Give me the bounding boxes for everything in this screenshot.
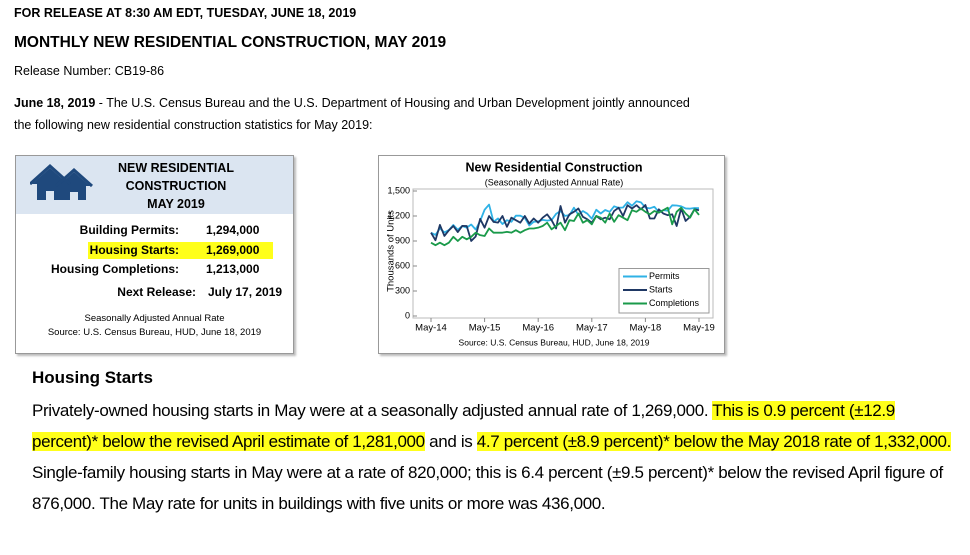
row-value: 1,269,000 [206, 242, 260, 257]
release-number: Release Number: CB19-86 [14, 64, 165, 78]
next-release-value: July 17, 2019 [208, 285, 283, 299]
series-line [430, 206, 700, 247]
row-label: Housing Completions: [51, 262, 179, 276]
houses-icon [30, 163, 93, 200]
paragraph-segment: Privately-owned housing starts in May we… [32, 401, 713, 420]
row-label: Building Permits: [79, 223, 179, 237]
chart-source: Source: U.S. Census Bureau, HUD, June 18… [459, 337, 650, 347]
x-tick-label: May-19 [683, 323, 715, 334]
paragraph-segment: Single-family housing starts in May were… [32, 463, 943, 513]
row-label: Housing Starts: [89, 242, 179, 257]
chart-subtitle: (Seasonally Adjusted Annual Rate) [485, 177, 624, 187]
x-tick-label: May-17 [576, 323, 608, 334]
box-title: CONSTRUCTION [125, 179, 227, 193]
summary-box: NEW RESIDENTIAL CONSTRUCTION MAY 2019 Bu… [15, 155, 294, 354]
release-line: FOR RELEASE AT 8:30 AM EDT, TUESDAY, JUN… [14, 6, 357, 20]
legend-label: Starts [649, 284, 673, 294]
x-tick-label: May-14 [415, 323, 447, 334]
intro-date: June 18, 2019 [14, 96, 96, 110]
x-tick-label: May-16 [522, 323, 554, 334]
intro: June 18, 2019 - The U.S. Census Bureau a… [14, 92, 694, 136]
chart-title: New Residential Construction [465, 160, 642, 174]
x-tick-label: May-18 [630, 323, 662, 334]
legend-label: Permits [649, 271, 680, 281]
y-tick-label: 600 [395, 260, 410, 270]
row-value: 1,294,000 [206, 223, 260, 237]
box-note: Seasonally Adjusted Annual Rate [84, 313, 225, 324]
chart-frame: New Residential Construction (Seasonally… [378, 155, 725, 354]
y-tick-label: 300 [395, 285, 410, 295]
plot-frame [412, 188, 714, 319]
intro-text: - The U.S. Census Bureau and the U.S. De… [14, 96, 690, 132]
series-line [430, 204, 700, 242]
series-line [430, 200, 700, 236]
box-title: MAY 2019 [147, 197, 205, 211]
x-tick-label: May-15 [469, 323, 501, 334]
y-tick-label: 0 [405, 310, 410, 320]
y-tick-label: 1,200 [387, 210, 410, 220]
chart: New Residential Construction (Seasonally… [386, 160, 715, 347]
row-highlight [88, 241, 273, 259]
next-release-label: Next Release: [117, 285, 196, 299]
y-tick-label: 1,500 [387, 185, 410, 195]
paragraph-segment: 4.7 percent (±8.9 percent)* below the Ma… [476, 432, 952, 451]
y-tick-label: 900 [395, 235, 410, 245]
doc-title: MONTHLY NEW RESIDENTIAL CONSTRUCTION, MA… [14, 34, 447, 51]
section-paragraph: Privately-owned housing starts in May we… [32, 395, 962, 519]
box-source: Source: U.S. Census Bureau, HUD, June 18… [47, 327, 262, 338]
paragraph-segment: and is [424, 432, 477, 451]
y-axis-label: Thousands of Units [386, 210, 397, 292]
legend-label: Completions [649, 298, 700, 308]
row-value: 1,213,000 [206, 262, 260, 276]
box-title: NEW RESIDENTIAL [118, 161, 234, 175]
section-heading: Housing Starts [32, 368, 153, 387]
